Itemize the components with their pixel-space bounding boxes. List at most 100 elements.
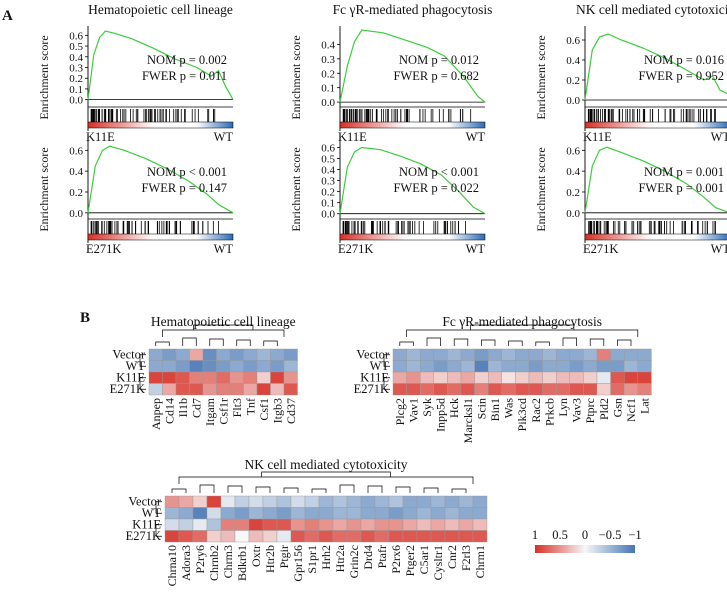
heatmap-cell bbox=[178, 518, 194, 531]
heatmap-cell bbox=[148, 360, 163, 373]
heatmap-col-label: Scin bbox=[474, 398, 488, 419]
heatmap-col-label: Ptgir bbox=[277, 545, 291, 568]
heatmap-cell bbox=[248, 518, 264, 531]
heatmap-cell bbox=[290, 530, 306, 543]
heatmap-cell bbox=[256, 383, 271, 396]
heatmap-cell bbox=[596, 383, 611, 396]
heatmap-cell bbox=[243, 371, 258, 384]
heatmap-cell bbox=[556, 360, 571, 373]
heatmap-row-label: K11E bbox=[360, 371, 389, 385]
heatmap-cell bbox=[374, 507, 390, 520]
dendrogram-branch bbox=[423, 487, 439, 493]
dendrogram-branch bbox=[470, 324, 575, 330]
heatmap-cell bbox=[596, 371, 611, 384]
heatmap-cell bbox=[276, 495, 292, 508]
row-dendrogram bbox=[155, 501, 162, 514]
heatmap-cell bbox=[402, 495, 418, 508]
heatmap-cell bbox=[216, 360, 231, 373]
heatmap-cell bbox=[528, 360, 543, 373]
heatmap-col-label: Chrm3 bbox=[221, 545, 235, 578]
heatmap-col-label: S1pr1 bbox=[305, 545, 319, 574]
heatmap-cell bbox=[220, 507, 236, 520]
heatmap-cell bbox=[178, 530, 194, 543]
heatmap-col-label: Grin2c bbox=[347, 545, 361, 578]
heatmap-cell bbox=[460, 360, 475, 373]
heatmap-cell bbox=[624, 348, 639, 361]
heatmap-col-label: Tnf bbox=[243, 398, 257, 415]
y-tick-label: 0.6 bbox=[69, 145, 83, 157]
heatmap-cell bbox=[290, 495, 306, 508]
dendrogram-branch bbox=[339, 484, 355, 493]
heatmap-row-label: K11E bbox=[132, 518, 161, 532]
fwer-pvalue: FWER p = 0.682 bbox=[393, 69, 479, 83]
y-tick-label: 0.4 bbox=[69, 52, 83, 64]
heatmap-cell bbox=[270, 383, 285, 396]
heatmap-col-label: Pld2 bbox=[597, 398, 611, 420]
heatmap-cell bbox=[229, 360, 244, 373]
heatmap-cell bbox=[202, 383, 217, 396]
heatmap-cell bbox=[206, 507, 222, 520]
heatmap-cell bbox=[346, 507, 362, 520]
heatmap-cell bbox=[262, 518, 278, 531]
colorbar-tick: −0.5 bbox=[599, 528, 622, 542]
heatmap-cell bbox=[248, 507, 264, 520]
heatmap-row-label: E271K bbox=[110, 382, 145, 396]
dendrogram-branch bbox=[367, 485, 383, 493]
group-label-right: WT bbox=[711, 130, 727, 144]
heatmap-cell bbox=[332, 530, 348, 543]
y-tick-label: 0.2 bbox=[69, 73, 83, 85]
fwer-pvalue: FWER p = 0.952 bbox=[638, 69, 724, 83]
heatmap-col-label: C5ar1 bbox=[417, 545, 431, 574]
heatmap-cell bbox=[202, 371, 217, 384]
gsea-ylabel: Enrichment score bbox=[289, 35, 303, 119]
gsea-ylabel: Enrichment score bbox=[534, 35, 548, 119]
heatmap-cell bbox=[388, 530, 404, 543]
group-label-left: E271K bbox=[86, 242, 121, 256]
dendrogram-branch bbox=[426, 337, 441, 346]
nom-pvalue: NOM p < 0.001 bbox=[147, 165, 227, 179]
dendrogram-branch bbox=[182, 337, 197, 346]
heatmap-cell bbox=[447, 360, 462, 373]
heatmap-cell bbox=[528, 371, 543, 384]
dendrogram-branch bbox=[255, 486, 271, 493]
y-tick-label: 0.6 bbox=[566, 35, 580, 47]
heatmap-cell bbox=[501, 383, 516, 396]
heatmap-cell bbox=[202, 360, 217, 373]
heatmap-cell bbox=[430, 530, 446, 543]
gsea-panels: Hematopoietic cell lineage Enrichment sco… bbox=[37, 2, 727, 256]
heatmap-cell bbox=[206, 495, 222, 508]
dendrogram-branch bbox=[178, 476, 474, 484]
colorbar: 1 0.5 0 −0.5 −1 bbox=[532, 528, 642, 553]
heatmap-cell bbox=[229, 371, 244, 384]
heatmap-cell bbox=[290, 518, 306, 531]
heatmap-col-label: Gsn bbox=[610, 398, 624, 417]
heatmap-cell bbox=[256, 348, 271, 361]
heatmap-row-label: WT bbox=[370, 359, 390, 373]
dendrogram-branch bbox=[508, 340, 523, 346]
heatmap-cell bbox=[610, 348, 625, 361]
heatmap-cell bbox=[304, 518, 320, 531]
heatmap-cell bbox=[556, 383, 571, 396]
heatmap-cell bbox=[175, 348, 190, 361]
rank-gradient-bar bbox=[584, 121, 727, 129]
heatmap-cell bbox=[248, 495, 264, 508]
fwer-pvalue: FWER p = 0.001 bbox=[638, 181, 724, 195]
heatmap-col-label: Ptafr bbox=[375, 545, 389, 568]
gsea-title: Hematopoietic cell lineage bbox=[88, 2, 233, 17]
colorbar-gradient bbox=[535, 545, 635, 553]
heatmap-cell bbox=[458, 530, 474, 543]
heatmap-cell bbox=[542, 360, 557, 373]
dendrogram-branch bbox=[171, 488, 187, 493]
heatmap-cell bbox=[283, 371, 298, 384]
heatmap-cell bbox=[637, 371, 652, 384]
heatmap-cell bbox=[624, 371, 639, 384]
heatmap-cell bbox=[220, 495, 236, 508]
heatmap-cell bbox=[162, 348, 177, 361]
heatmap-cell bbox=[460, 348, 475, 361]
heatmap-cell bbox=[610, 383, 625, 396]
heatmap-cell bbox=[388, 518, 404, 531]
heatmap-cell bbox=[444, 530, 460, 543]
heatmap-col-label: Adora3 bbox=[179, 545, 193, 581]
heatmap-col-label: Gpr156 bbox=[291, 545, 305, 582]
